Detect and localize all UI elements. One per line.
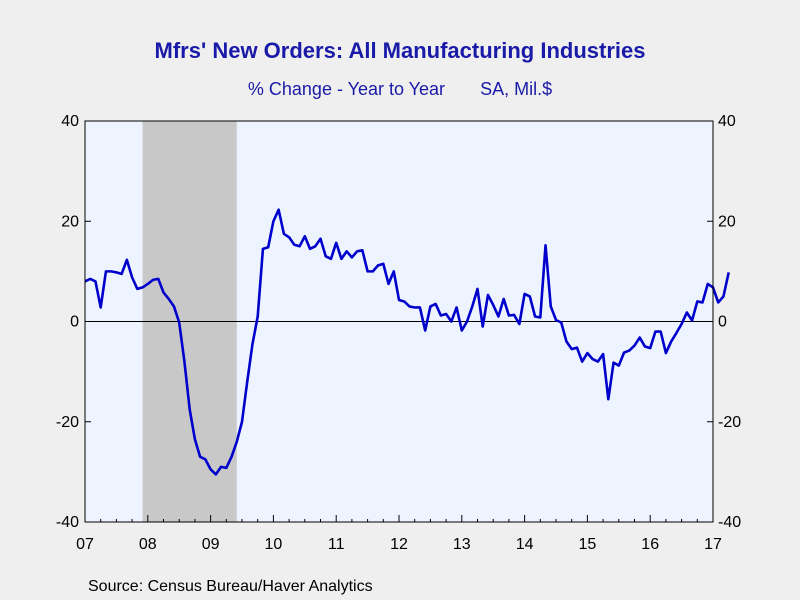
y-tick-label-right: -40 bbox=[718, 514, 741, 531]
x-tick-label: 15 bbox=[579, 536, 597, 553]
y-tick-label-left: 0 bbox=[70, 314, 79, 331]
x-tick-label: 08 bbox=[139, 536, 157, 553]
y-tick-label-left: -40 bbox=[56, 514, 79, 531]
y-tick-label-right: -20 bbox=[718, 414, 741, 431]
x-tick-label: 12 bbox=[390, 536, 408, 553]
y-tick-label-left: -20 bbox=[56, 414, 79, 431]
subtitle-measure: % Change - Year to Year bbox=[247, 79, 446, 99]
axis-labels: -40 -40 -20 -20 0 0 20 20 40 40 07 08 09 10 11 12 13 14 15… bbox=[56, 113, 741, 553]
y-tick-label-left: 40 bbox=[61, 113, 79, 130]
x-tick-label: 07 bbox=[76, 536, 94, 553]
x-tick-label: 11 bbox=[328, 536, 345, 553]
y-tick-label-left: 20 bbox=[61, 213, 79, 230]
x-tick-label: 16 bbox=[641, 536, 659, 553]
chart-subtitle: % Change - Year to Year SA, Mil.$ bbox=[0, 79, 800, 100]
y-tick-label-right: 0 bbox=[718, 314, 727, 331]
x-tick-label: 17 bbox=[704, 536, 722, 553]
chart-title: Mfrs' New Orders: All Manufacturing Indu… bbox=[154, 38, 646, 63]
y-tick-label-right: 40 bbox=[718, 113, 736, 130]
x-tick-label: 10 bbox=[265, 536, 283, 553]
y-tick-label-right: 20 bbox=[718, 213, 736, 230]
x-tick-label: 09 bbox=[202, 536, 220, 553]
plot-frame bbox=[84, 120, 714, 523]
x-tick-label: 14 bbox=[516, 536, 534, 553]
source-note: Source: Census Bureau/Haver Analytics bbox=[88, 578, 373, 595]
x-tick-label: 13 bbox=[453, 536, 471, 553]
series-line bbox=[84, 208, 730, 476]
subtitle-units: SA, Mil.$ bbox=[480, 79, 553, 99]
